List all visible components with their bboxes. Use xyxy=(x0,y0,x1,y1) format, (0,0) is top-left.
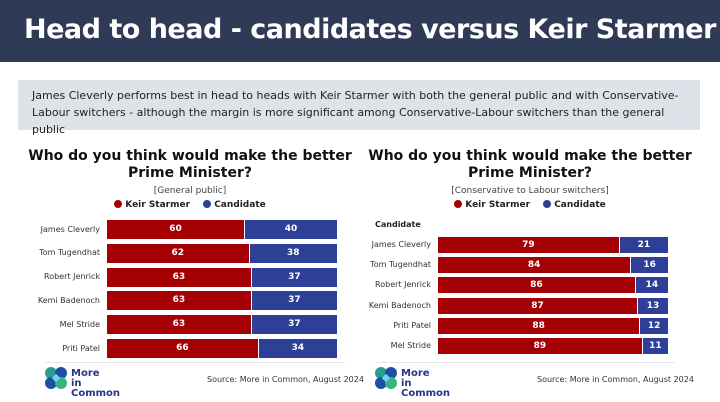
chart-subtitle: [General public] xyxy=(153,186,227,196)
bar-starmer: 60 xyxy=(107,220,244,239)
source-text: Source: More in Common, August 2024 xyxy=(537,375,694,384)
bar-candidate: 16 xyxy=(631,257,668,274)
source-text: Source: More in Common, August 2024 xyxy=(207,375,364,384)
category-label: Kemi Badenoch xyxy=(37,295,100,305)
bar-candidate: 14 xyxy=(635,277,668,294)
bar-starmer: 87 xyxy=(438,297,638,314)
legend-label: Keir Starmer xyxy=(125,200,191,210)
bar-candidate: 11 xyxy=(642,338,668,354)
bar-starmer: 63 xyxy=(107,291,251,311)
legend-dot-icon xyxy=(543,200,552,208)
bar-candidate: 37 xyxy=(251,291,337,311)
divider xyxy=(375,362,675,363)
legend-starmer: Keir Starmer xyxy=(114,200,190,210)
bar-starmer: 89 xyxy=(438,338,642,354)
summary-text: James Cleverly performs best in head to … xyxy=(18,80,700,136)
legend: Keir Starmer Candidate xyxy=(365,200,695,210)
chart-subtitle: [Conservative to Labour switchers] xyxy=(451,186,609,196)
category-label: Tom Tugendhat xyxy=(370,260,431,270)
axis-title: Candidate xyxy=(375,220,421,229)
legend-dot-icon xyxy=(114,200,123,208)
chart-general-public: Who do you think would make the better P… xyxy=(25,148,355,210)
more-in-common-logo-icon xyxy=(45,367,67,389)
bar-starmer: 63 xyxy=(107,267,251,287)
category-label: Mel Stride xyxy=(59,319,100,329)
bar-candidate: 40 xyxy=(245,220,337,239)
category-label: Priti Patel xyxy=(62,343,100,353)
bar-starmer: 62 xyxy=(107,243,249,263)
more-in-common-logo-icon xyxy=(375,367,397,389)
chart-title: Who do you think would make the better P… xyxy=(28,148,352,181)
legend: Keir Starmer Candidate xyxy=(25,200,355,210)
bar-starmer: 86 xyxy=(438,277,635,294)
chart-title: Who do you think would make the better P… xyxy=(368,148,692,181)
page-title: Head to head - candidates versus Keir St… xyxy=(0,0,720,62)
chart-switchers: Who do you think would make the better P… xyxy=(365,148,695,210)
bar-starmer: 66 xyxy=(107,339,258,358)
category-label: Robert Jenrick xyxy=(375,280,431,290)
legend-dot-icon xyxy=(454,200,463,208)
bar-candidate: 37 xyxy=(251,315,337,335)
legend-dot-icon xyxy=(203,200,212,208)
bar-candidate: 37 xyxy=(251,267,337,287)
category-label: Kemi Badenoch xyxy=(368,300,431,310)
legend-candidate: Candidate xyxy=(203,200,266,210)
legend-label: Keir Starmer xyxy=(465,200,531,210)
category-label: James Cleverly xyxy=(371,240,431,249)
bar-candidate: 21 xyxy=(619,237,668,253)
divider xyxy=(45,362,345,363)
bar-candidate: 12 xyxy=(640,317,668,334)
logo-text: More in Common xyxy=(71,368,121,399)
bar-candidate: 34 xyxy=(258,339,337,358)
bar-starmer: 88 xyxy=(438,317,640,334)
bar-starmer: 63 xyxy=(107,315,251,335)
bar-candidate: 38 xyxy=(249,243,337,263)
legend-label: Candidate xyxy=(214,200,266,210)
category-label: Robert Jenrick xyxy=(44,272,100,282)
category-label: Tom Tugendhat xyxy=(39,248,100,258)
bar-starmer: 79 xyxy=(438,237,619,253)
category-label: James Cleverly xyxy=(40,224,100,234)
bar-starmer: 84 xyxy=(438,257,631,274)
category-label: Mel Stride xyxy=(390,341,431,350)
category-label: Priti Patel xyxy=(393,320,431,330)
legend-candidate: Candidate xyxy=(543,200,606,210)
bar-candidate: 13 xyxy=(638,297,668,314)
logo-text: More in Common xyxy=(401,368,451,399)
legend-label: Candidate xyxy=(554,200,606,210)
legend-starmer: Keir Starmer xyxy=(454,200,530,210)
